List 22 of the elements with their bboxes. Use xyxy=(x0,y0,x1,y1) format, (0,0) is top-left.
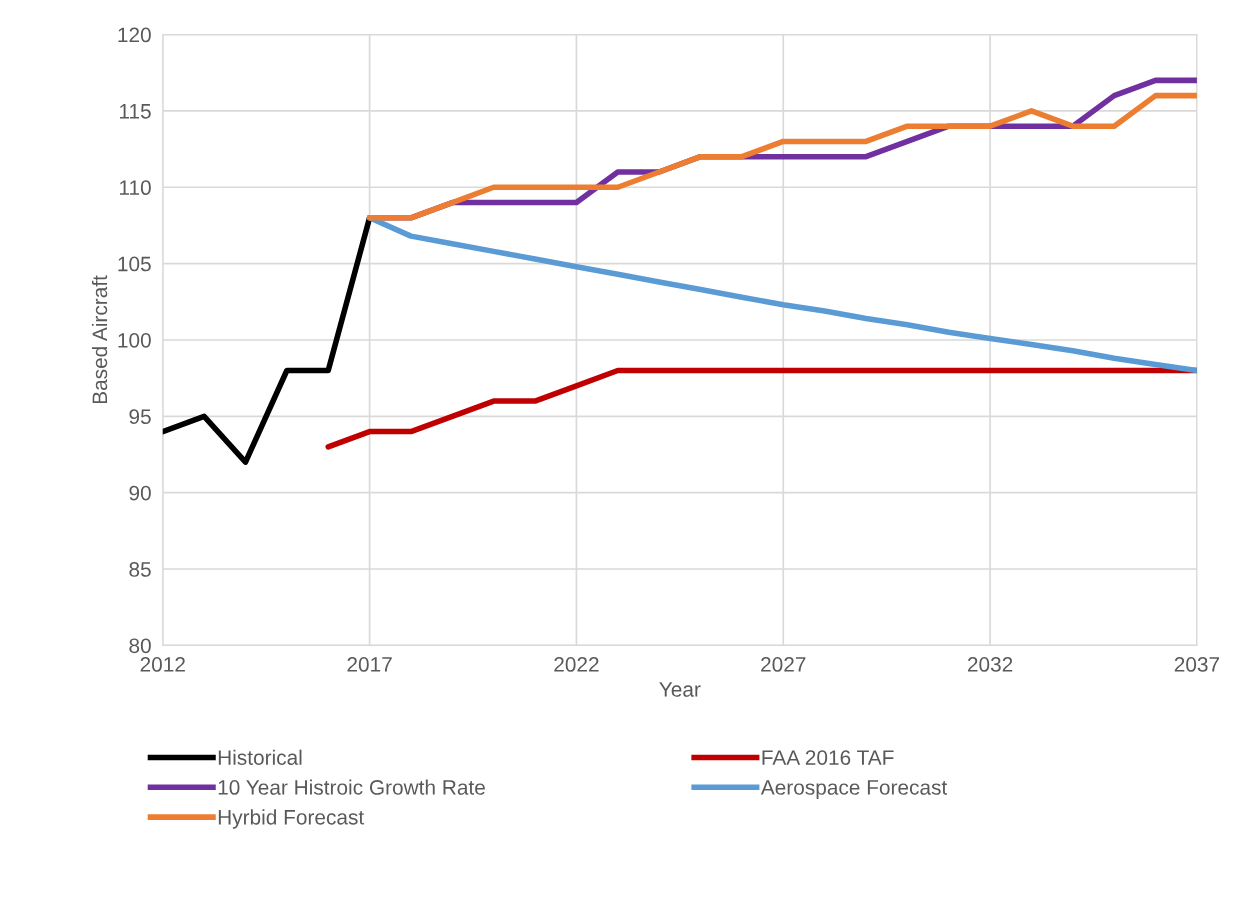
legend-label: FAA 2016 TAF xyxy=(762,750,894,765)
x-axis-title: Year xyxy=(659,682,701,697)
legend-label: Aerospace Forecast xyxy=(760,780,948,799)
x-tick-label: 2032 xyxy=(967,657,1013,672)
y-tick-label: 100 xyxy=(118,332,151,348)
x-tick-label: 2022 xyxy=(554,657,599,672)
x-tick-label: 2017 xyxy=(347,657,392,672)
y-axis-title: Based Aircraft xyxy=(91,275,108,404)
x-tick-label: 2037 xyxy=(1174,657,1220,672)
legend-label: Hyrbid Forecast xyxy=(218,809,365,829)
y-tick-label: 90 xyxy=(129,485,151,501)
y-tick-label: 95 xyxy=(129,409,151,425)
y-tick-label: 120 xyxy=(118,27,151,43)
y-tick-label: 110 xyxy=(120,180,151,196)
x-tick-label: 2027 xyxy=(761,657,806,672)
y-tick-label: 115 xyxy=(120,104,151,119)
legend-label: Historical xyxy=(218,749,302,765)
x-tick-label: 2012 xyxy=(140,657,185,672)
legend-label: 10 Year Histroic Growth Rate xyxy=(218,779,485,795)
y-tick-label: 105 xyxy=(118,256,151,272)
y-tick-label: 85 xyxy=(129,562,151,577)
y-tick-label: 80 xyxy=(129,638,151,654)
